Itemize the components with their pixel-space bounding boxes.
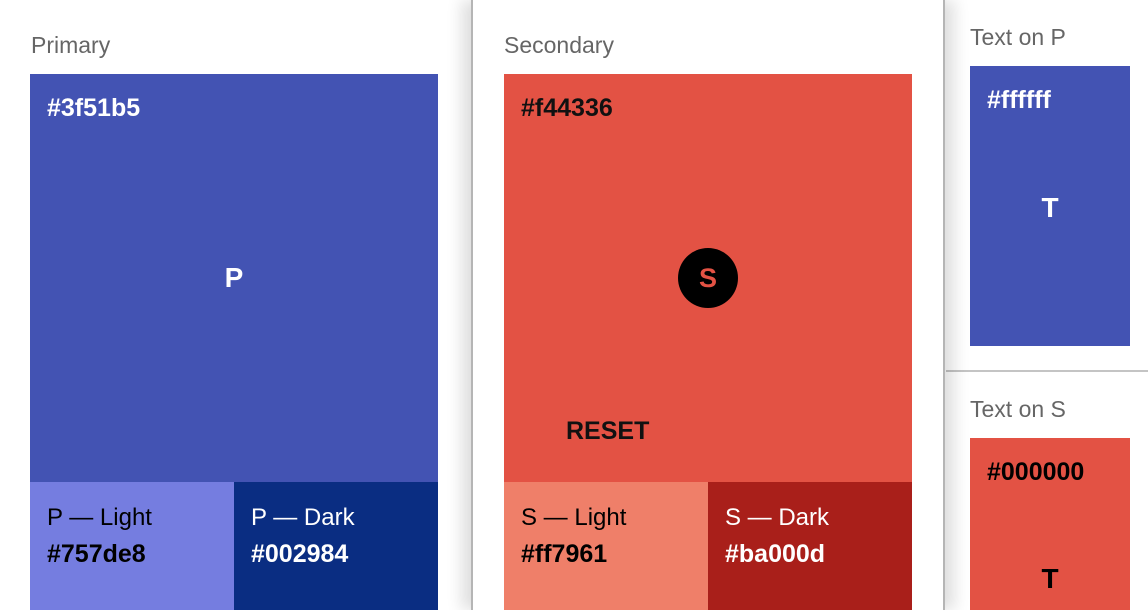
text-on-s-hex: #000000 — [987, 458, 1085, 486]
text-on-s-letter: T — [1041, 563, 1059, 594]
text-on-p-title: Text on P — [970, 24, 1066, 50]
primary-hex: #3f51b5 — [47, 94, 141, 122]
text-on-p-swatch[interactable]: #ffffff T — [970, 66, 1130, 346]
divider — [946, 370, 1148, 372]
primary-dark-label: P — Dark — [251, 504, 355, 531]
primary-dark-swatch[interactable]: P — Dark #002984 — [234, 482, 438, 610]
secondary-title: Secondary — [504, 32, 614, 58]
secondary-light-label: S — Light — [521, 504, 627, 531]
primary-title: Primary — [31, 32, 111, 58]
primary-light-swatch[interactable]: P — Light #757de8 — [30, 482, 234, 610]
secondary-dark-swatch[interactable]: S — Dark #ba000d — [708, 482, 912, 610]
primary-light-hex: #757de8 — [47, 540, 146, 568]
secondary-panel: Secondary #f44336 S RESET S — Light #ff7… — [471, 0, 945, 610]
text-colors-panel: Text on P #ffffff T Text on S #000000 T — [946, 0, 1148, 610]
reset-button[interactable]: RESET — [566, 417, 650, 445]
secondary-dark-hex: #ba000d — [725, 540, 826, 568]
primary-light-label: P — Light — [47, 504, 152, 531]
secondary-light-swatch[interactable]: S — Light #ff7961 — [504, 482, 708, 610]
secondary-fab-button[interactable]: S — [678, 248, 738, 308]
text-on-s-title: Text on S — [970, 396, 1066, 422]
primary-letter: P — [224, 262, 244, 293]
secondary-light-hex: #ff7961 — [521, 540, 608, 568]
primary-panel: Primary #3f51b5 P P — Light #757de8 P — … — [0, 0, 470, 610]
secondary-hex: #f44336 — [521, 94, 613, 122]
text-on-p-letter: T — [1041, 192, 1059, 223]
text-on-s-swatch[interactable]: #000000 T — [970, 438, 1130, 610]
primary-swatch[interactable]: #3f51b5 P — [30, 74, 438, 482]
secondary-dark-label: S — Dark — [725, 504, 830, 531]
secondary-swatch[interactable]: #f44336 S RESET — [504, 74, 912, 482]
text-on-p-hex: #ffffff — [987, 86, 1051, 114]
primary-dark-hex: #002984 — [251, 540, 349, 568]
